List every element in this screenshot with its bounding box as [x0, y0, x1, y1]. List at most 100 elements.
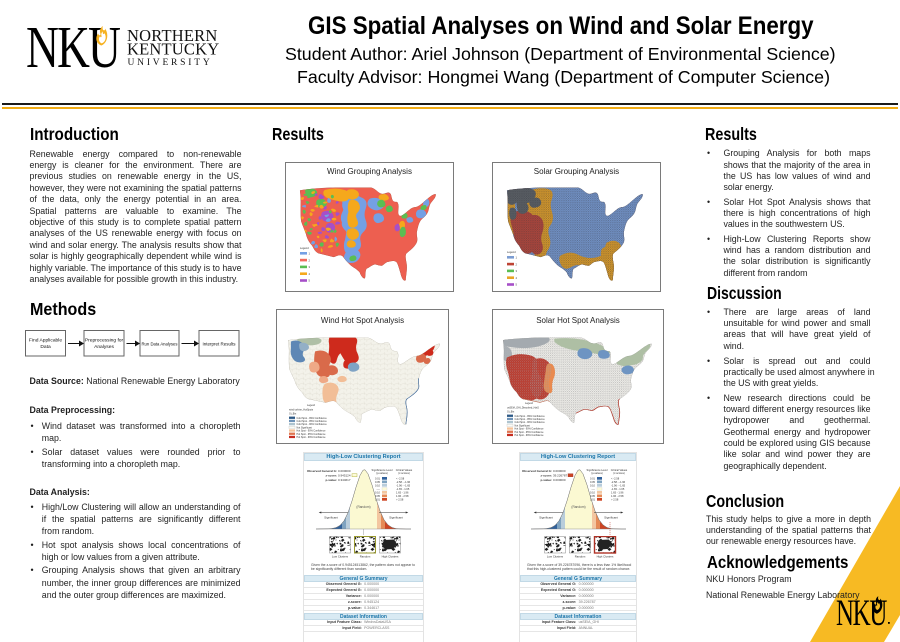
- svg-text:-2.58 - -1.96: -2.58 - -1.96: [396, 480, 411, 484]
- svg-text:Low Clusters: Low Clusters: [332, 555, 349, 559]
- svg-text:(z-scores): (z-scores): [398, 471, 410, 475]
- svg-text:Hot Spot - 99% Confidence: Hot Spot - 99% Confidence: [297, 436, 327, 439]
- svg-text:----: ----: [592, 488, 596, 491]
- svg-text:1.65 - 1.96: 1.65 - 1.96: [396, 491, 409, 495]
- svg-text:0.000000: 0.000000: [338, 469, 351, 473]
- svg-text:Significance Level: Significance Level: [372, 468, 393, 472]
- svg-text:Not Significant: Not Significant: [515, 424, 531, 427]
- svg-text:1.96 - 2.58: 1.96 - 2.58: [611, 494, 624, 498]
- svg-text:High Clusters: High Clusters: [382, 555, 399, 559]
- svg-text:1: 1: [516, 256, 518, 260]
- svg-text:(p-values): (p-values): [376, 471, 388, 475]
- svg-text:p-value:: p-value:: [540, 478, 552, 482]
- svg-text:Legend: Legend: [307, 404, 316, 407]
- svg-text:Analyses: Analyses: [94, 344, 114, 350]
- svg-text:0.01: 0.01: [590, 477, 596, 481]
- svg-text:-2.58 - -1.96: -2.58 - -1.96: [611, 480, 626, 484]
- svg-text:Significant: Significant: [324, 516, 338, 520]
- svg-text:(Random): (Random): [356, 505, 370, 509]
- svg-text:< -2.58: < -2.58: [611, 477, 620, 481]
- svg-text:Observed General G:: Observed General G:: [307, 469, 337, 473]
- svg-text:(Random): (Random): [571, 505, 585, 509]
- svg-text:NKU: NKU: [836, 593, 887, 634]
- svg-text:< -2.58: < -2.58: [396, 477, 405, 481]
- svg-text:wind turbine_HotSpots: wind turbine_HotSpots: [289, 409, 314, 412]
- svg-text:0.10: 0.10: [590, 484, 596, 488]
- svg-text:0.01: 0.01: [375, 477, 381, 481]
- svg-text:0.10: 0.10: [375, 484, 381, 488]
- svg-text:0.000000: 0.000000: [553, 469, 566, 473]
- svg-text:1: 1: [309, 252, 311, 256]
- svg-text:2: 2: [309, 258, 311, 262]
- svg-text:Random: Random: [360, 555, 371, 559]
- svg-text:Hot Spot - 90% Confidence: Hot Spot - 90% Confidence: [297, 430, 327, 433]
- svg-text:Significant: Significant: [539, 516, 553, 520]
- svg-text:----: ----: [377, 488, 381, 491]
- svg-text:High Clusters: High Clusters: [597, 555, 614, 559]
- svg-text:4: 4: [516, 276, 518, 280]
- svg-text:> 2.58: > 2.58: [396, 498, 404, 502]
- svg-text:-1.96 - -1.65: -1.96 - -1.65: [611, 484, 626, 488]
- svg-text:> 2.58: > 2.58: [611, 498, 619, 502]
- svg-text:0.344617: 0.344617: [338, 478, 351, 482]
- svg-text:Cold Spot - 90% Confidence: Cold Spot - 90% Confidence: [515, 421, 546, 424]
- svg-text:3: 3: [309, 265, 311, 269]
- svg-text:-1.65 - 1.65: -1.65 - 1.65: [611, 487, 625, 491]
- svg-text:Data: Data: [40, 344, 51, 350]
- svg-text:Cold Spot - 99% Confidence: Cold Spot - 99% Confidence: [297, 417, 328, 420]
- svg-text:NKU: NKU: [26, 20, 120, 72]
- svg-text:Interpret Results: Interpret Results: [203, 342, 237, 348]
- svg-text:Random: Random: [575, 555, 586, 559]
- svg-text:Cold Spot - 95% Confidence: Cold Spot - 95% Confidence: [515, 418, 546, 421]
- svg-text:Hot Spot - 95% Confidence: Hot Spot - 95% Confidence: [297, 433, 327, 436]
- svg-text:1.65 - 1.96: 1.65 - 1.96: [611, 491, 624, 495]
- svg-text:0.10: 0.10: [590, 491, 596, 495]
- svg-text:2: 2: [516, 262, 518, 266]
- svg-text:Legend: Legend: [300, 246, 309, 250]
- svg-text:Legend: Legend: [507, 250, 516, 254]
- svg-text:-1.65 - 1.65: -1.65 - 1.65: [396, 487, 410, 491]
- svg-text:(p-values): (p-values): [591, 471, 603, 475]
- svg-text:Critical Values: Critical Values: [611, 468, 628, 472]
- svg-text:5: 5: [516, 283, 518, 287]
- svg-text:Cold Spot - 90% Confidence: Cold Spot - 90% Confidence: [297, 423, 328, 426]
- svg-text:0.10: 0.10: [375, 491, 381, 495]
- svg-text:Cold Spot - 95% Confidence: Cold Spot - 95% Confidence: [297, 420, 328, 423]
- svg-text:39.226787: 39.226787: [553, 474, 568, 478]
- svg-text:Critical Values: Critical Values: [396, 468, 413, 472]
- svg-text:Significant: Significant: [389, 516, 403, 520]
- svg-text:-1.96 - -1.65: -1.96 - -1.65: [396, 484, 411, 488]
- svg-text:Gi_Bin: Gi_Bin: [289, 413, 297, 416]
- svg-text:Significant: Significant: [604, 516, 618, 520]
- svg-text:0.05: 0.05: [590, 494, 596, 498]
- svg-text:Find Applicable: Find Applicable: [29, 338, 62, 344]
- svg-text:0.05: 0.05: [375, 480, 381, 484]
- svg-text:Legend: Legend: [525, 402, 534, 405]
- svg-text:0.945124: 0.945124: [338, 474, 351, 478]
- svg-text:Gi_Bin: Gi_Bin: [507, 411, 515, 414]
- svg-text:Run Data Analyses: Run Data Analyses: [142, 342, 178, 348]
- svg-text:Preprocessing for: Preprocessing for: [85, 338, 124, 344]
- svg-text:Not Significant: Not Significant: [297, 426, 313, 429]
- svg-text:z-score:: z-score:: [540, 474, 552, 478]
- svg-text:0.01: 0.01: [375, 498, 381, 502]
- svg-text:Observed General G:: Observed General G:: [522, 469, 552, 473]
- svg-text:UNIVERSITY: UNIVERSITY: [128, 58, 213, 68]
- svg-text:p-value:: p-value:: [325, 478, 337, 482]
- svg-text:Cold Spot - 99% Confidence: Cold Spot - 99% Confidence: [515, 415, 546, 418]
- svg-text:z-score:: z-score:: [325, 474, 337, 478]
- svg-text:NORTHERN: NORTHERN: [127, 26, 217, 45]
- svg-text:0.000000: 0.000000: [553, 478, 566, 482]
- svg-text:Hot Spot - 90% Confidence: Hot Spot - 90% Confidence: [515, 428, 545, 431]
- svg-text:Hot Spot - 95% Confidence: Hot Spot - 95% Confidence: [515, 431, 545, 434]
- svg-text:(z-scores): (z-scores): [613, 471, 625, 475]
- svg-text:1.96 - 2.58: 1.96 - 2.58: [396, 494, 409, 498]
- svg-text:KENTUCKY: KENTUCKY: [127, 40, 219, 59]
- svg-text:0.01: 0.01: [590, 498, 596, 502]
- svg-text:0.05: 0.05: [590, 480, 596, 484]
- svg-text:3: 3: [516, 269, 518, 273]
- svg-text:5: 5: [309, 279, 311, 283]
- svg-text:0.05: 0.05: [375, 494, 381, 498]
- svg-text:Low Clusters: Low Clusters: [547, 555, 564, 559]
- svg-text:Significance Level: Significance Level: [587, 468, 608, 472]
